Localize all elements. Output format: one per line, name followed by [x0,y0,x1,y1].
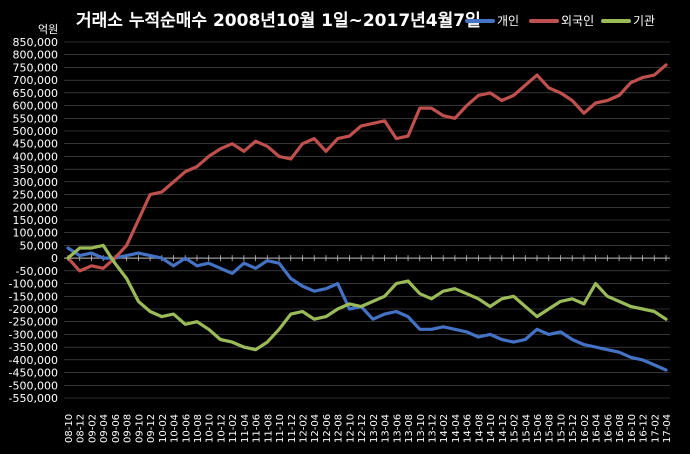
x-tick-label: 10-10 [205,414,216,443]
y-tick-label: 150,000 [13,214,59,227]
x-tick-label: 15-02 [510,414,521,443]
x-tick-label: 17-02 [650,414,661,443]
x-tick-label: 13-08 [404,414,415,443]
x-tick-label: 09-12 [146,414,157,443]
x-tick-label: 12-02 [299,414,310,443]
legend: 개인 외국인 기관 [465,14,655,28]
y-tick-label: 550,000 [13,112,59,125]
y-tick-label: 350,000 [13,163,59,176]
legend-label-2: 기관 [633,14,655,28]
y-tick-label: -50,000 [16,265,58,278]
x-tick-label: 14-12 [498,414,509,443]
x-tick-label: 09-04 [99,414,110,443]
legend-label-1: 외국인 [561,14,594,28]
y-tick-label: -250,000 [9,316,58,329]
x-tick-label: 13-10 [416,414,427,443]
y-tick-label: -150,000 [9,290,58,303]
x-tick-label: 08-10 [64,414,75,443]
series-line-1 [66,63,668,273]
x-tick-label: 12-06 [322,414,333,443]
x-tick-label: 14-02 [439,414,450,443]
y-tick-label: -100,000 [9,278,58,291]
x-tick-label: 09-02 [87,414,98,443]
y-tick-label: 500,000 [13,125,59,138]
y-tick-label: -550,000 [9,392,58,405]
x-tick-label: 11-10 [275,414,286,443]
x-tick-label: 12-12 [357,414,368,443]
y-tick-label: 300,000 [13,176,59,189]
x-tick-label: 15-10 [556,414,567,443]
x-tick-label: 15-04 [521,414,532,443]
x-tick-label: 12-04 [310,414,321,443]
x-tick-label: 10-06 [181,414,192,443]
gridlines [64,41,670,399]
y-tick-label: -500,000 [9,379,58,392]
x-tick-label: 16-10 [627,414,638,443]
x-tick-label: 14-08 [474,414,485,443]
y-axis-tick-labels: 850,000800,000750,000700,000650,000600,0… [9,36,58,405]
x-tick-label: 14-04 [451,414,462,443]
series-lines [66,63,668,372]
y-tick-label: 50,000 [20,239,59,252]
y-tick-label: 400,000 [13,150,59,163]
x-tick-label: 14-06 [463,414,474,443]
x-tick-label: 16-12 [639,414,650,443]
series-line-0 [66,246,668,372]
x-tick-label: 10-08 [193,414,204,443]
x-tick-label: 11-04 [240,414,251,443]
x-tick-label: 11-12 [287,414,298,443]
legend-label-0: 개인 [497,14,519,28]
y-tick-label: -350,000 [9,341,58,354]
x-tick-label: 15-12 [568,414,579,443]
y-tick-label: 450,000 [13,138,59,151]
y-tick-label: 850,000 [13,36,59,49]
x-tick-label: 16-04 [592,414,603,443]
x-tick-label: 16-08 [615,414,626,443]
y-tick-label: 0 [51,252,58,265]
x-tick-label: 08-12 [76,414,87,443]
y-tick-label: -300,000 [9,328,58,341]
y-tick-label: 250,000 [13,189,59,202]
x-tick-label: 09-06 [111,414,122,443]
y-tick-label: 750,000 [13,61,59,74]
y-tick-label: 600,000 [13,100,59,113]
y-tick-label: -400,000 [9,354,58,367]
x-tick-label: 13-02 [369,414,380,443]
x-tick-label: 12-08 [334,414,345,443]
x-tick-label: 14-10 [486,414,497,443]
y-tick-label: 650,000 [13,87,59,100]
x-tick-label: 09-10 [134,414,145,443]
y-tick-label: 700,000 [13,74,59,87]
y-axis-unit-label: 억원 [38,23,58,36]
x-tick-label: 13-12 [427,414,438,443]
x-tick-label: 11-08 [263,414,274,443]
x-tick-label: 11-02 [228,414,239,443]
y-tick-label: 200,000 [13,201,59,214]
x-tick-label: 13-06 [392,414,403,443]
y-tick-label: -200,000 [9,303,58,316]
y-tick-label: 100,000 [13,227,59,240]
y-tick-label: 800,000 [13,49,59,62]
x-tick-label: 13-04 [381,414,392,443]
x-tick-label: 09-08 [123,414,134,443]
chart-title: 거래소 누적순매수 2008년10월 1일~2017년4월7일 [76,11,481,31]
x-tick-label: 16-02 [580,414,591,443]
x-tick-label: 17-04 [662,414,673,443]
x-tick-label: 10-12 [216,414,227,443]
x-axis-tick-labels: 08-10 08-12 09-02 09-04 09-06 09-08 09-10 09-12… [64,414,673,443]
x-tick-label: 12-10 [345,414,356,443]
y-tick-label: -450,000 [9,367,58,380]
x-tick-label: 16-06 [603,414,614,443]
x-tick-label: 15-08 [545,414,556,443]
x-tick-label: 10-04 [170,414,181,443]
x-tick-label: 15-06 [533,414,544,443]
series-line-2 [66,243,668,352]
x-tick-label: 10-02 [158,414,169,443]
x-tick-label: 11-06 [252,414,263,443]
